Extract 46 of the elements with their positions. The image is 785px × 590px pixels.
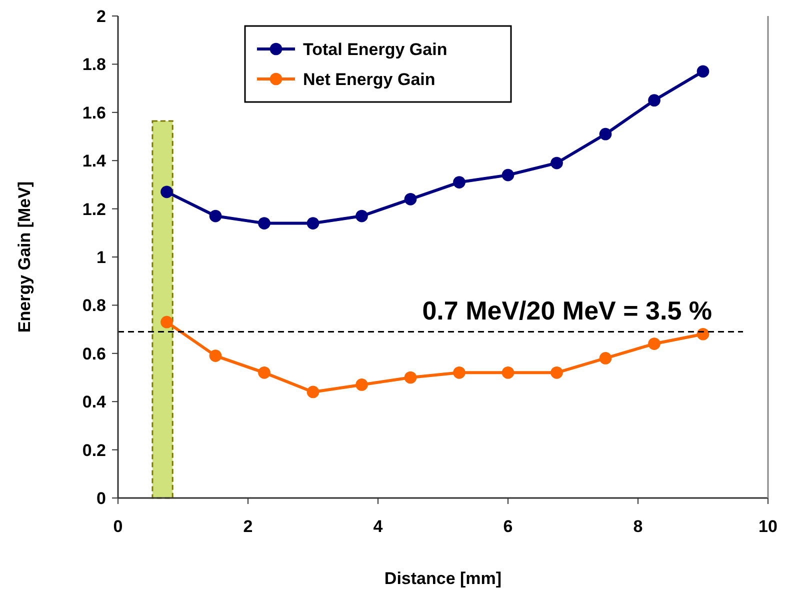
y-tick-label: 0.2 bbox=[82, 440, 106, 460]
point bbox=[306, 217, 320, 230]
y-tick-label: 0 bbox=[96, 488, 106, 508]
point bbox=[502, 366, 514, 379]
ref-line-label: 0.7 MeV/20 MeV = 3.5 % bbox=[422, 296, 712, 326]
y-tick-label: 1.6 bbox=[82, 103, 106, 122]
point bbox=[502, 168, 514, 182]
x-tick-label: 4 bbox=[373, 517, 384, 536]
x-tick-label: 0 bbox=[113, 517, 123, 536]
point bbox=[160, 316, 173, 328]
y-tick-label: 0.6 bbox=[82, 344, 106, 364]
point bbox=[599, 128, 612, 140]
y-tick-label: 0.8 bbox=[82, 296, 106, 316]
x-tick-label: 10 bbox=[758, 517, 778, 536]
point bbox=[404, 371, 417, 384]
x-tick-label: 6 bbox=[503, 517, 513, 536]
y-axis-title: Energy Gain [MeV] bbox=[15, 181, 34, 333]
point bbox=[258, 366, 270, 379]
point bbox=[648, 338, 660, 350]
point bbox=[453, 176, 466, 188]
point bbox=[404, 192, 417, 206]
point bbox=[209, 210, 222, 222]
point bbox=[258, 217, 270, 230]
point bbox=[453, 366, 466, 379]
point bbox=[550, 366, 563, 379]
x-tick-label: 2 bbox=[243, 517, 253, 536]
point bbox=[696, 328, 710, 340]
point bbox=[306, 386, 320, 398]
point bbox=[356, 378, 368, 391]
y-tick-label: 0.4 bbox=[82, 392, 107, 412]
y-tick-label: 1.8 bbox=[82, 55, 106, 74]
y-tick-label: 2 bbox=[96, 6, 106, 26]
x-axis-title: Distance [mm] bbox=[384, 569, 502, 588]
legend-label: Net Energy Gain bbox=[303, 70, 436, 89]
legend-label: Total Energy Gain bbox=[303, 40, 448, 59]
point bbox=[550, 156, 563, 170]
x-tick-label: 8 bbox=[633, 517, 643, 536]
y-tick-label: 1.4 bbox=[82, 152, 107, 171]
y-tick-label: 1.2 bbox=[82, 200, 106, 219]
point bbox=[160, 186, 173, 198]
point bbox=[209, 350, 222, 362]
y-tick-label: 1 bbox=[96, 248, 106, 267]
point bbox=[356, 210, 368, 222]
point bbox=[696, 65, 710, 78]
point bbox=[599, 352, 612, 364]
point bbox=[648, 94, 660, 107]
